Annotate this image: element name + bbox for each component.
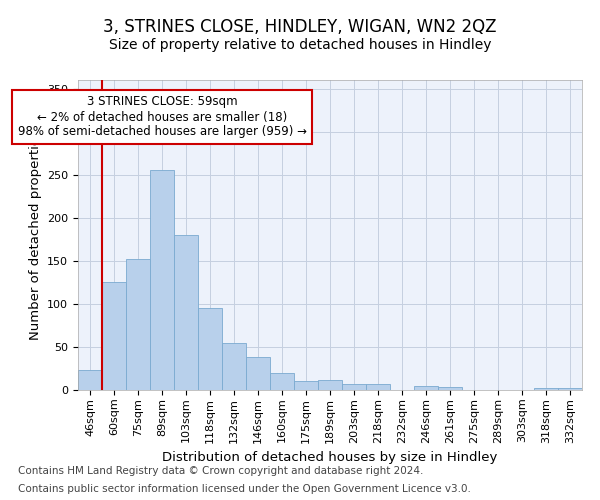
Text: Contains public sector information licensed under the Open Government Licence v3: Contains public sector information licen… (18, 484, 471, 494)
Text: Size of property relative to detached houses in Hindley: Size of property relative to detached ho… (109, 38, 491, 52)
Bar (558, 388, 582, 390)
Y-axis label: Number of detached properties: Number of detached properties (29, 130, 41, 340)
Bar (294, 380, 318, 390)
Bar (414, 386, 438, 390)
Bar (270, 373, 294, 390)
Bar (78, 370, 102, 390)
Text: 3, STRINES CLOSE, HINDLEY, WIGAN, WN2 2QZ: 3, STRINES CLOSE, HINDLEY, WIGAN, WN2 2Q… (103, 18, 497, 36)
Bar (198, 308, 222, 390)
Bar (174, 235, 198, 390)
Text: Contains HM Land Registry data © Crown copyright and database right 2024.: Contains HM Land Registry data © Crown c… (18, 466, 424, 476)
Bar (102, 282, 126, 390)
Bar (150, 170, 174, 390)
Bar (126, 259, 150, 390)
Bar (222, 342, 246, 390)
Bar (438, 386, 462, 390)
Bar (318, 380, 342, 390)
Text: 3 STRINES CLOSE: 59sqm
← 2% of detached houses are smaller (18)
98% of semi-deta: 3 STRINES CLOSE: 59sqm ← 2% of detached … (17, 96, 307, 138)
Bar (342, 384, 366, 390)
X-axis label: Distribution of detached houses by size in Hindley: Distribution of detached houses by size … (163, 451, 497, 464)
Bar (246, 358, 270, 390)
Bar (366, 384, 390, 390)
Bar (534, 388, 558, 390)
